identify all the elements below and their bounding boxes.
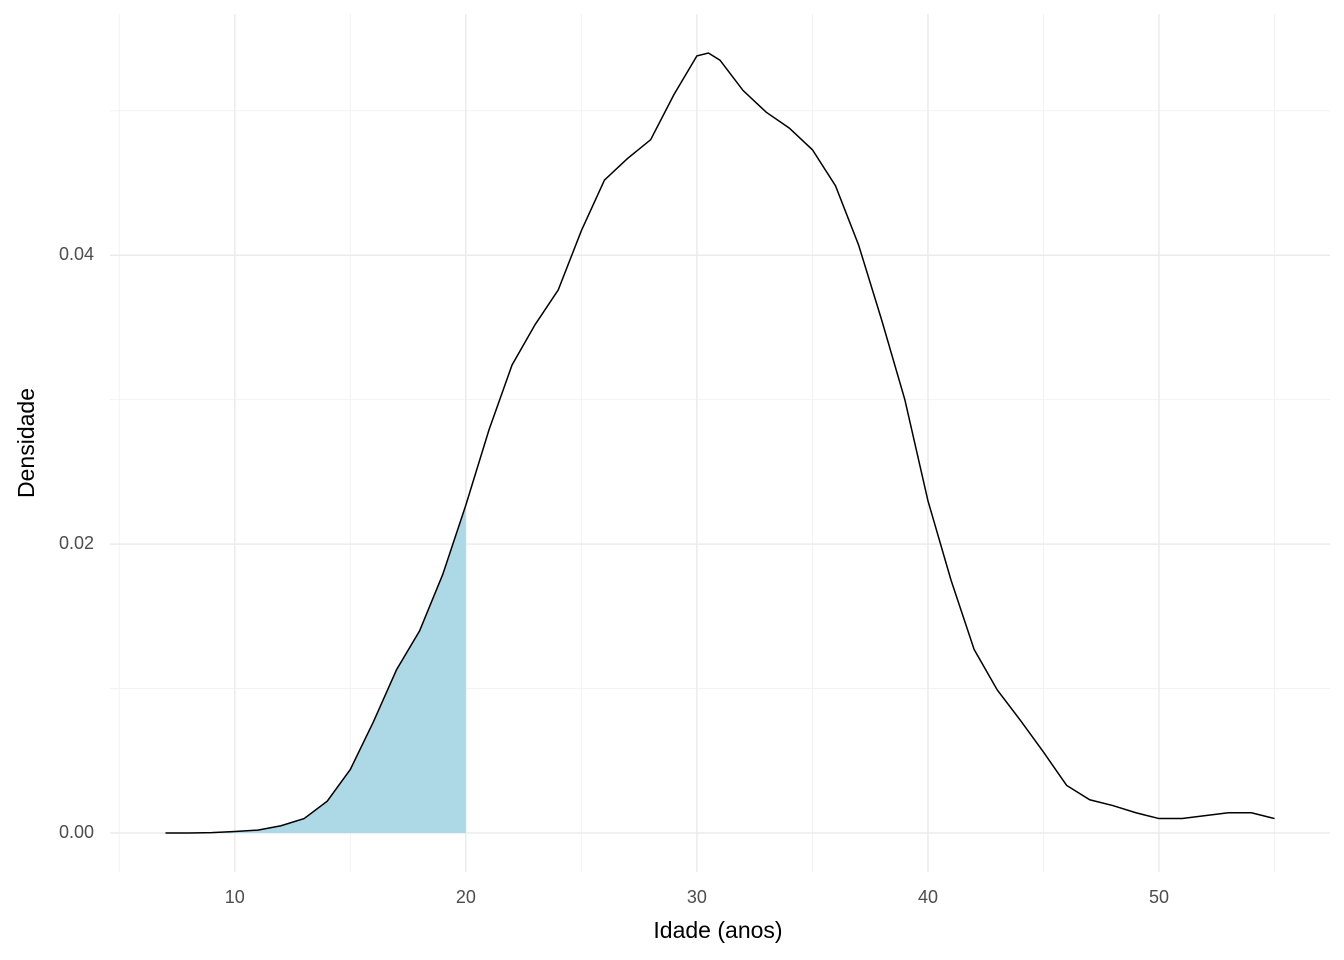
x-tick-label: 30 bbox=[687, 887, 707, 907]
x-tick-label: 50 bbox=[1149, 887, 1169, 907]
x-tick-label: 10 bbox=[225, 887, 245, 907]
y-axis-title: Densidade bbox=[13, 388, 39, 498]
y-tick-label: 0.02 bbox=[59, 533, 94, 553]
shaded-area bbox=[165, 505, 466, 833]
density-line bbox=[165, 52, 1275, 834]
x-tick-label: 40 bbox=[918, 887, 938, 907]
y-tick-label: 0.00 bbox=[59, 822, 94, 842]
x-axis-title: Idade (anos) bbox=[653, 917, 782, 943]
y-tick-label: 0.04 bbox=[59, 244, 94, 264]
x-tick-label: 20 bbox=[456, 887, 476, 907]
